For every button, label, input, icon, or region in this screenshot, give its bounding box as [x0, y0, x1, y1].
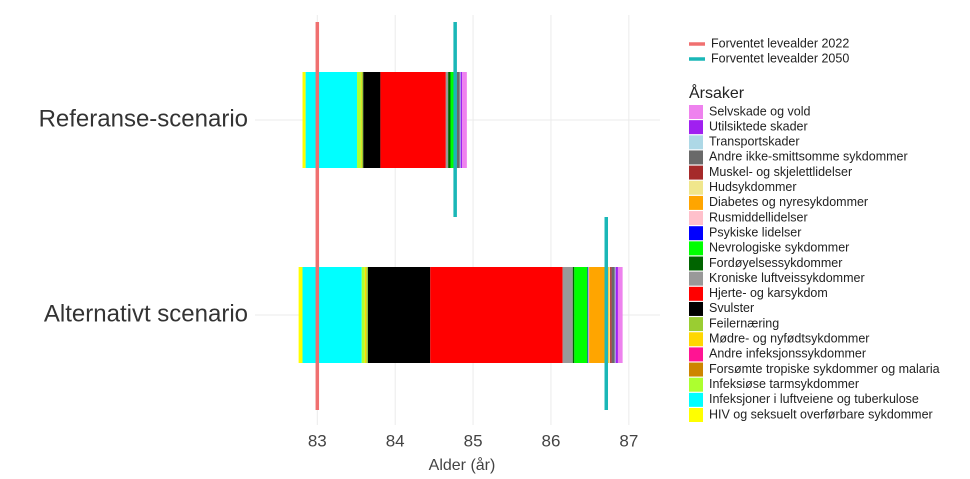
- bar-segment: [364, 267, 367, 363]
- bar-segment: [589, 267, 609, 363]
- bar-segment: [460, 72, 463, 168]
- legend-label: Forventet levealder 2022: [711, 36, 849, 50]
- legend-swatch: [689, 256, 703, 271]
- bar-segment: [302, 72, 306, 168]
- bar-segment: [380, 72, 446, 168]
- legend-label: Transportskader: [709, 135, 800, 149]
- legend-swatch: [689, 211, 703, 226]
- legend-label: Hudsykdommer: [709, 180, 797, 194]
- bar-segment: [574, 267, 588, 363]
- legend-swatch: [689, 150, 703, 165]
- bar-segment: [614, 267, 616, 363]
- bar-segment: [588, 267, 590, 363]
- bar-segment: [361, 72, 364, 168]
- legend-swatch: [689, 347, 703, 362]
- bar-segment: [610, 267, 612, 363]
- bar-segment: [363, 72, 381, 168]
- legend-swatch: [689, 301, 703, 316]
- y-tick-label: Referanse-scenario: [39, 105, 248, 132]
- bar-segment: [615, 267, 618, 363]
- bar-segment: [305, 72, 358, 168]
- legend-swatch: [689, 377, 703, 392]
- legend-swatch: [689, 120, 703, 135]
- legend-swatch: [689, 165, 703, 180]
- legend-swatch: [689, 317, 703, 332]
- legend-label: Andre ikke-smittsomme sykdommer: [709, 150, 908, 164]
- x-tick-label: 83: [308, 431, 327, 450]
- legend-label: Rusmiddellidelser: [709, 210, 808, 224]
- bar-segment: [562, 267, 573, 363]
- legend-label: Utilsiktede skader: [709, 119, 808, 133]
- legend-swatch: [689, 332, 703, 347]
- bar-segment: [448, 72, 451, 168]
- legend-swatch: [689, 362, 703, 377]
- legend-label: Mødre- og nyfødtsykdommer: [709, 332, 869, 346]
- y-tick-label: Alternativt scenario: [44, 300, 248, 327]
- bar-segment: [450, 72, 454, 168]
- x-tick-label: 87: [619, 431, 638, 450]
- legend-swatch: [689, 392, 703, 407]
- bar-segment: [298, 267, 303, 363]
- legend-label: HIV og seksuelt overførbare sykdommer: [709, 407, 933, 421]
- legend-label: Nevrologiske sykdommer: [709, 241, 849, 255]
- legend-label: Kroniske luftveissykdommer: [709, 271, 865, 285]
- bar-segment: [462, 72, 467, 168]
- legend-swatch: [689, 226, 703, 241]
- legend-swatch: [689, 180, 703, 195]
- x-tick-label: 84: [386, 431, 405, 450]
- bar-segment: [430, 267, 563, 363]
- legend-label: Psykiske lidelser: [709, 225, 801, 239]
- legend-title: Årsaker: [689, 83, 745, 102]
- bar-segment: [611, 267, 615, 363]
- bar-segment: [367, 267, 431, 363]
- bar-segment: [608, 267, 611, 363]
- bar-segment: [361, 267, 365, 363]
- x-tick-label: 85: [464, 431, 483, 450]
- bar-segment: [302, 267, 362, 363]
- legend-label: Andre infeksjonssykdommer: [709, 347, 866, 361]
- legend-swatch: [689, 271, 703, 286]
- bar-segment: [445, 72, 449, 168]
- legend-label: Muskel- og skjelettlidelser: [709, 165, 852, 179]
- x-axis-label: Alder (år): [429, 456, 496, 474]
- legend-swatch: [689, 195, 703, 210]
- bar-segment: [617, 267, 623, 363]
- legend-swatch: [689, 286, 703, 301]
- bar-segment: [360, 72, 362, 168]
- x-tick-label: 86: [542, 431, 561, 450]
- legend-label: Diabetes og nyresykdommer: [709, 195, 868, 209]
- legend-swatch: [689, 135, 703, 150]
- legend-label: Infeksjoner i luftveiene og tuberkulose: [709, 392, 919, 406]
- bar-segment: [572, 267, 575, 363]
- legend-label: Forventet levealder 2050: [711, 51, 849, 65]
- bar-segment: [366, 267, 368, 363]
- legend-label: Infeksiøse tarmsykdommer: [709, 377, 859, 391]
- legend-label: Selvskade og vold: [709, 104, 811, 118]
- bar-segment: [357, 72, 361, 168]
- legend-label: Fordøyelsessykdommer: [709, 256, 842, 270]
- legend-label: Svulster: [709, 301, 754, 315]
- legend-swatch: [689, 241, 703, 256]
- legend-label: Forsømte tropiske sykdommer og malaria: [709, 362, 940, 376]
- bar-segment: [587, 267, 589, 363]
- legend-label: Hjerte- og karsykdom: [709, 286, 828, 300]
- legend-label: Feilernæring: [709, 316, 779, 330]
- bar-segment: [459, 72, 461, 168]
- legend-swatch: [689, 105, 703, 119]
- bar-segment: [456, 72, 460, 168]
- legend-swatch: [689, 408, 703, 422]
